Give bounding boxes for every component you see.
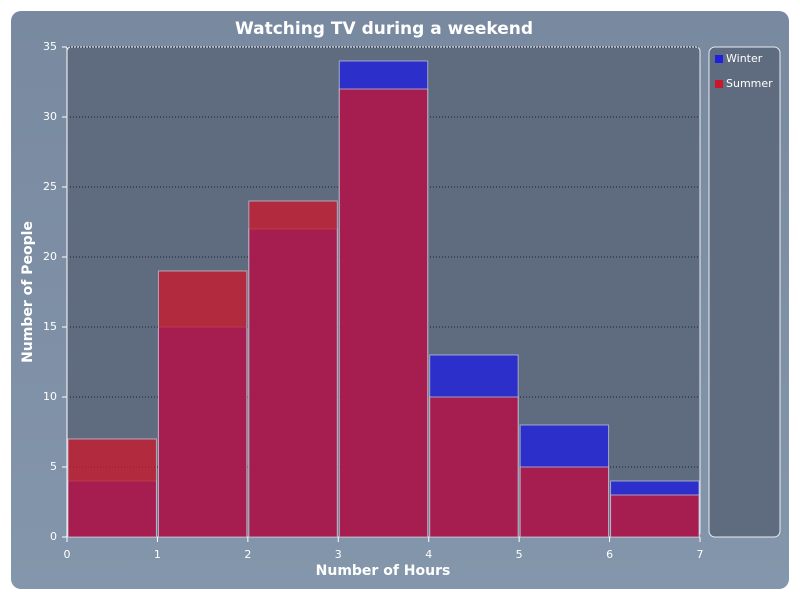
bar: [67, 438, 157, 538]
legend-swatch: [715, 80, 723, 88]
legend-label: Summer: [726, 77, 773, 90]
y-tick-label: 15: [43, 320, 57, 333]
x-axis-label: Number of Hours: [316, 563, 451, 579]
y-axis-label: Number of People: [20, 221, 36, 363]
y-tick-label: 25: [43, 180, 57, 193]
bar: [157, 270, 248, 538]
legend-label: Winter: [726, 52, 763, 65]
x-tick-label: 7: [697, 548, 704, 561]
x-tick-label: 4: [425, 548, 432, 561]
chart-title: Watching TV during a weekend: [235, 19, 533, 39]
x-tick-label: 1: [154, 548, 161, 561]
bar: [248, 200, 338, 538]
bar: [338, 88, 429, 538]
x-tick-label: 5: [516, 548, 523, 561]
y-tick-label: 20: [43, 250, 57, 263]
legend-box: [708, 46, 781, 538]
bar: [429, 396, 519, 538]
y-tick-label: 35: [43, 40, 57, 53]
y-tick-label: 30: [43, 110, 57, 123]
x-tick-label: 2: [244, 548, 251, 561]
x-tick-label: 0: [64, 548, 71, 561]
x-tick-label: 3: [335, 548, 342, 561]
y-tick-label: 0: [50, 530, 57, 543]
y-tick-label: 10: [43, 390, 57, 403]
bar: [610, 494, 700, 538]
x-tick-label: 6: [606, 548, 613, 561]
bar: [519, 466, 610, 538]
legend-swatch: [715, 55, 723, 63]
y-tick-label: 5: [50, 460, 57, 473]
